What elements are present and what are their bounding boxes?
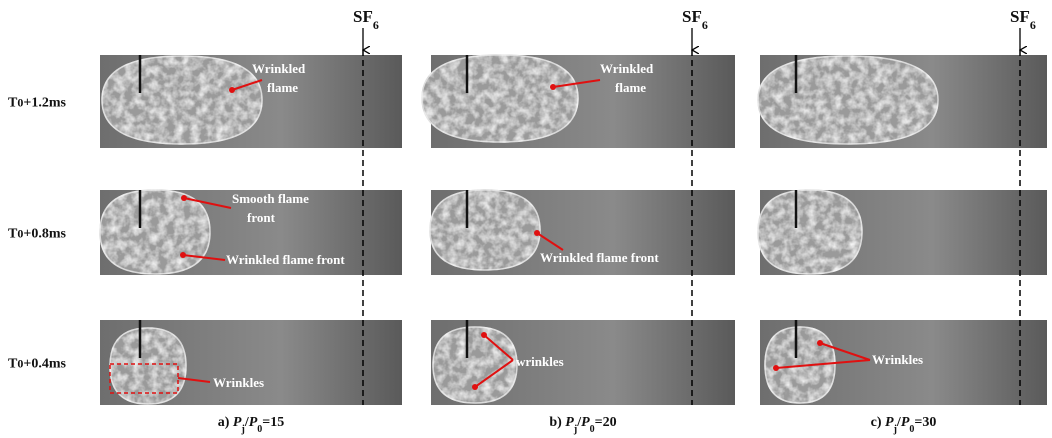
label: SF6 [682, 7, 708, 32]
label: b) Pj/P0=20 [549, 415, 616, 435]
text-part: SF [682, 7, 702, 26]
pointer-dot [180, 252, 186, 258]
flame [102, 56, 262, 144]
text-part: =15 [262, 415, 284, 430]
pointer-dot [229, 87, 235, 93]
pointer-dot [773, 365, 779, 371]
annotation: wrinkles [516, 354, 564, 369]
label: a) Pj/P0=15 [218, 415, 285, 435]
text-part: c) [871, 415, 885, 430]
pointer-dot [817, 340, 823, 346]
label: T0+1.2ms [8, 96, 66, 111]
annotation: flame [615, 80, 646, 95]
annotation: Wrinkled [252, 61, 306, 76]
annotation: Wrinkles [213, 375, 264, 390]
text-part: SF [353, 7, 373, 26]
annotation: Smooth flame [232, 191, 309, 206]
label: c) Pj/P0=30 [871, 415, 937, 435]
pointer-dot [181, 195, 187, 201]
annotation: Wrinkled [600, 61, 654, 76]
flame [422, 55, 578, 142]
text-part: +0.8ms [23, 227, 66, 242]
label: SF6 [353, 7, 379, 32]
text-part: 6 [702, 18, 708, 32]
text-part: =20 [595, 415, 617, 430]
flame [100, 190, 210, 274]
text-part: =30 [914, 415, 936, 430]
label: T0+0.8ms [8, 227, 66, 242]
label: SF6 [1010, 7, 1036, 32]
flame [758, 56, 938, 144]
text-part: b) [549, 415, 565, 430]
flame [758, 190, 862, 274]
text-part: 6 [373, 18, 379, 32]
text-part: SF [1010, 7, 1030, 26]
figure: SF6a) Pj/P0=15SF6b) Pj/P0=20SF6c) Pj/P0=… [0, 0, 1052, 438]
text-part: a) [218, 415, 233, 430]
annotation: Wrinkles [872, 352, 923, 367]
annotation: flame [267, 80, 298, 95]
pointer-dot [481, 332, 487, 338]
pointer-dot [472, 384, 478, 390]
annotation: front [247, 210, 276, 225]
text-part: +1.2ms [23, 96, 66, 111]
annotation: Wrinkled flame front [226, 252, 345, 267]
annotation: Wrinkled flame front [540, 250, 659, 265]
pointer-dot [534, 230, 540, 236]
flame [430, 190, 540, 270]
pointer-dot [550, 84, 556, 90]
text-part: 6 [1030, 18, 1036, 32]
text-part: +0.4ms [23, 357, 66, 372]
label: T0+0.4ms [8, 357, 66, 372]
